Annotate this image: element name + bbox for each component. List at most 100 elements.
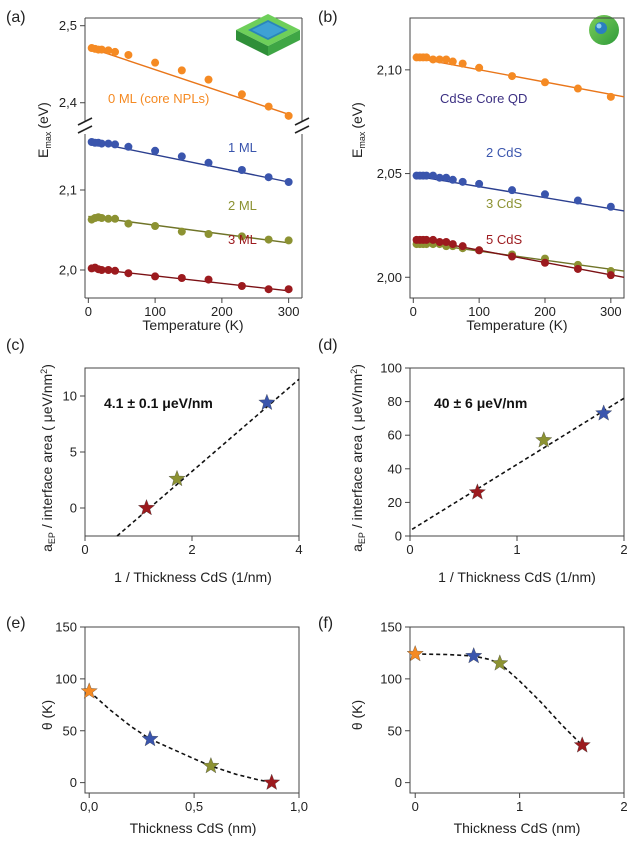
series-label: CdSe Core QD (440, 91, 527, 106)
panel-c: aEP / interface area ( μeV/nm2) 4.1 ± 0.… (39, 364, 303, 585)
y-tick-label: 100 (380, 361, 402, 376)
data-point (573, 196, 582, 205)
data-point (422, 171, 431, 180)
panel-label-a: (a) (6, 9, 26, 26)
data-point (458, 59, 467, 68)
data-point (508, 252, 517, 261)
series-label: 2 CdS (486, 145, 522, 160)
data-point (204, 75, 213, 84)
x-tick-label: 100 (468, 304, 490, 319)
series-fit-line (413, 56, 625, 98)
axis-frame (409, 17, 625, 299)
series-label: 2 ML (228, 198, 257, 213)
y-tick-label: 2,5 (59, 18, 77, 33)
x-tick-label: 100 (144, 304, 166, 319)
data-point (264, 102, 273, 111)
ylabel-main: Emax(eV) (349, 102, 367, 158)
data-point (237, 282, 246, 290)
data-point (508, 72, 517, 81)
star-marker (80, 682, 98, 699)
star-marker (406, 645, 424, 662)
panel-label-b: (b) (318, 9, 338, 26)
star-marker (468, 483, 486, 500)
data-point (97, 139, 106, 148)
data-point (204, 275, 213, 284)
y-tick-label: 2,1 (59, 183, 77, 198)
y-tick-label: 20 (388, 495, 402, 510)
x-tick-label: 2 (620, 542, 627, 557)
x-tick-label: 1 (516, 799, 523, 814)
data-point (237, 232, 246, 241)
data-point (448, 57, 457, 66)
y-tick-label: 5 (70, 445, 77, 460)
data-point (435, 55, 444, 64)
data-point (111, 47, 120, 56)
xlabel: Temperature (K) (466, 317, 567, 333)
data-point (442, 55, 451, 64)
fit-line (116, 378, 300, 537)
data-point (177, 274, 186, 282)
x-tick-label: 200 (534, 304, 556, 319)
data-point (237, 166, 246, 174)
series-fit-line (88, 46, 289, 115)
data-point (448, 240, 457, 249)
xlabel: Thickness CdS (nm) (130, 820, 257, 836)
x-tick-label: 0 (410, 304, 417, 319)
x-tick-label: 0 (412, 799, 419, 814)
ylabel: θ (K) (39, 700, 55, 730)
data-point (151, 272, 160, 281)
data-point (458, 242, 467, 251)
x-tick-label: 200 (211, 304, 233, 319)
star-marker (595, 404, 613, 421)
data-point (104, 214, 113, 223)
data-point (97, 45, 106, 54)
x-tick-label: 2 (188, 542, 195, 557)
data-point (442, 173, 451, 182)
data-point (97, 266, 106, 274)
series-fit-line (88, 267, 289, 292)
ylabel-main: Emax(eV) (35, 102, 53, 158)
data-point (573, 84, 582, 93)
fit-annotation: 40 ± 6 μeV/nm (434, 395, 527, 411)
data-point (429, 235, 438, 244)
data-point (104, 46, 113, 55)
panel-d: aEP / interface area ( μeV/nm2) 40 ± 6 μ… (349, 361, 627, 586)
series-label: 3 CdS (486, 196, 522, 211)
axis-frame (409, 626, 625, 794)
data-point (422, 235, 431, 244)
panel-f: θ (K) Thickness CdS (nm) 0 1 2 0 50 100 150 (349, 620, 627, 837)
data-point (151, 58, 160, 67)
x-tick-label: 4 (295, 542, 302, 557)
data-point (204, 230, 213, 238)
xlabel: 1 / Thickness CdS (1/nm) (438, 569, 596, 585)
quantum-dot-sphere-icon (589, 15, 619, 45)
y-tick-label: 2,0 (59, 263, 77, 278)
data-point (264, 173, 273, 182)
x-tick-label: 300 (278, 304, 300, 319)
data-point (124, 142, 133, 151)
data-point (177, 66, 186, 75)
data-point (111, 266, 120, 275)
data-point (284, 236, 293, 245)
x-tick-label: 2 (620, 799, 627, 814)
x-tick-label: 0,0 (80, 799, 98, 814)
x-tick-label: 1,0 (290, 799, 308, 814)
data-point (606, 92, 615, 101)
y-tick-label: 50 (388, 723, 402, 738)
data-point (284, 178, 293, 186)
xlabel: Temperature (K) (142, 317, 243, 333)
series-label: 0 ML (core NPLs) (108, 91, 209, 106)
star-marker (465, 647, 483, 664)
series-label: 1 ML (228, 140, 257, 155)
xlabel: Thickness CdS (nm) (454, 820, 581, 836)
star-marker (141, 730, 159, 747)
panel-a: Emax(eV) Temperature (K) 0 100 200 300 2,4 2,… (35, 14, 310, 333)
star-marker (535, 431, 553, 448)
x-tick-label: 0,5 (185, 799, 203, 814)
data-point (111, 214, 120, 223)
panel-e: θ (K) Thickness CdS (nm) 0,0 0,5 1,0 0 50 100… (39, 620, 308, 837)
series-fit-line (88, 215, 289, 244)
data-point (435, 238, 444, 246)
series-fit-line (88, 140, 289, 183)
